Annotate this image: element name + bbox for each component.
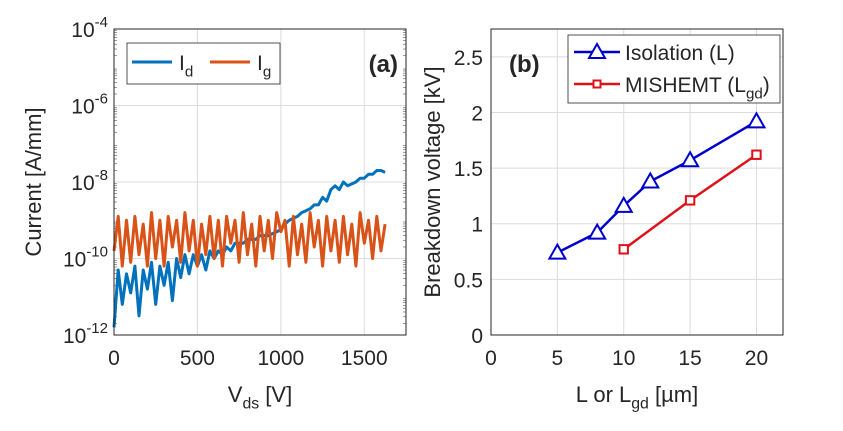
x-tick-label: 10 (612, 347, 635, 370)
y-tick-label: 10-6 (71, 91, 108, 119)
x-tick-label: 500 (180, 347, 215, 370)
panel-b: 0 5 10 15 20 0 0.5 1 1.5 2 2.5 (b) Isolation (L) MISH… (420, 28, 784, 413)
legend-label: Isolation (L) (625, 42, 735, 65)
square-marker (751, 149, 762, 160)
legend-box (567, 34, 781, 104)
series-triangle (547, 111, 767, 260)
triangle-marker (547, 242, 568, 260)
x-tick-label: 15 (678, 347, 701, 370)
y-axis-label-a: Current [A/mm] (21, 107, 46, 256)
triangle-marker (640, 171, 660, 189)
panel-label-a: (a) (369, 51, 398, 78)
x-tick-label: 1500 (341, 347, 388, 370)
legend-label: Ig (257, 52, 271, 80)
square-marker (592, 79, 602, 89)
legend-label: MISHEMT (Lgd) (625, 74, 770, 102)
panel-a: 0 500 1000 1500 10-12 10-10 10-8 10-6 10-4 Id Ig (a… (21, 14, 407, 413)
square-marker (618, 244, 629, 255)
legend-label: Id (179, 52, 193, 80)
x-tick-label: 0 (485, 347, 497, 370)
x-tick-label: 1000 (257, 347, 304, 370)
y-tick-label: 10-4 (71, 14, 108, 42)
y-tick-label: 2.5 (454, 47, 483, 70)
legend-b: Isolation (L) MISHEMT (Lgd) (567, 34, 781, 104)
series-square (618, 149, 762, 255)
axes-box-a (113, 28, 407, 336)
x-axis-label-b: L or Lgd [µm] (576, 382, 698, 413)
triangle-marker (614, 195, 634, 213)
y-tick-label: 10-12 (63, 320, 108, 348)
triangle-marker (680, 150, 700, 168)
series-line-Ig (112, 211, 387, 268)
x-tick-label: 20 (745, 347, 768, 370)
x-tick-label: 0 (108, 347, 120, 370)
axes-box-b (490, 28, 784, 336)
triangle-marker (746, 111, 767, 129)
triangle-marker (587, 222, 607, 240)
legend-a: Id Ig (126, 42, 281, 85)
y-tick-label: 10-8 (71, 167, 108, 195)
panel-label-b: (b) (509, 51, 540, 78)
y-tick-label: 10-10 (63, 244, 108, 272)
triangle-marker (587, 41, 607, 59)
x-axis-label-a: Vds [V] (228, 382, 292, 413)
y-tick-label: 0 (471, 325, 483, 348)
x-tick-label: 5 (552, 347, 564, 370)
y-axis-label-b: Breakdown voltage [kV] (420, 66, 445, 297)
y-tick-label: 2 (471, 102, 483, 125)
y-tick-label: 1 (471, 214, 483, 237)
y-tick-label: 1.5 (454, 158, 483, 181)
square-marker (684, 195, 696, 206)
y-tick-label: 0.5 (454, 269, 483, 292)
